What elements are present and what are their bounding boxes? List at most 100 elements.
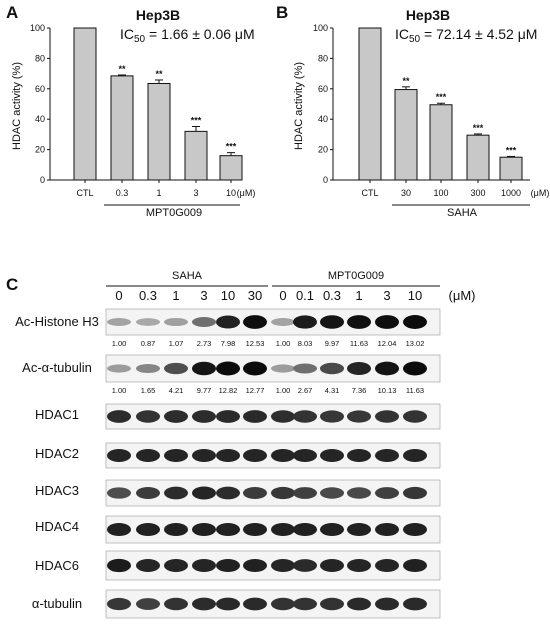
blot-band [375, 522, 399, 537]
blot-quant-value: 7.36 [352, 386, 367, 395]
chart-b-ic50-sub: 50 [409, 34, 421, 45]
panel-label-a: A [6, 3, 18, 22]
chart-a-bar [147, 82, 171, 181]
blot-band [164, 597, 188, 611]
blot-band [107, 318, 131, 326]
blot-row-label: HDAC2 [35, 446, 79, 461]
blot-concentration-label: 3 [200, 288, 207, 303]
blot-band [271, 410, 295, 423]
blot-quant-value: 11.63 [406, 386, 424, 395]
blot-band [347, 410, 371, 423]
blot-quant-value: 4.21 [169, 386, 184, 395]
chart-a-y-tick-label: 20 [35, 145, 45, 155]
blot-band [271, 449, 295, 462]
blot-band [375, 597, 399, 611]
blot-concentration-label: 0.3 [139, 288, 157, 303]
blot-band [271, 318, 295, 326]
chart-a-x-tick-label: 0.3 [116, 188, 129, 198]
blot-band [107, 522, 131, 537]
chart-a-x-tick-label: 3 [193, 188, 198, 198]
blot-band [293, 597, 317, 611]
blot-band [293, 522, 317, 537]
chart-a-x-tick-label: CTL [76, 188, 93, 198]
chart-b-x-tick-label: 1000 [501, 188, 521, 198]
blot-band [164, 522, 188, 537]
chart-b-ic50-prefix: IC [395, 26, 409, 42]
blot-band [216, 522, 240, 537]
blot-band [271, 522, 295, 537]
blot-band [293, 315, 317, 329]
blot-quant-value: 9.77 [197, 386, 212, 395]
blot-row-label: α-tubulin [32, 596, 82, 611]
chart-a-bar [219, 155, 243, 181]
chart-b-group-label: SAHA [447, 207, 478, 219]
blot-band [293, 363, 317, 374]
blot-band [347, 559, 371, 572]
blot-band [136, 449, 160, 462]
chart-a-significance: *** [226, 142, 237, 152]
chart-a-significance: ** [118, 64, 126, 74]
blot-band [136, 318, 160, 326]
blot-band [192, 361, 216, 376]
blot-quant-value: 1.00 [276, 339, 291, 348]
blot-quant-value: 2.73 [197, 339, 212, 348]
blot-quant-value: 12.53 [246, 339, 265, 348]
blot-band [403, 410, 427, 423]
blot-band [192, 410, 216, 423]
blot-band [164, 362, 188, 375]
blot-band [107, 410, 131, 423]
blot-band [271, 597, 295, 611]
chart-b-unit: (μM) [531, 188, 550, 198]
chart-a-ic50-value: = 1.66 ± 0.06 μM [145, 26, 255, 42]
blot-band [164, 449, 188, 462]
chart-a-title: Hep3B [136, 7, 180, 23]
blot-quant-value: 11.63 [350, 339, 368, 348]
blot-band [136, 486, 160, 500]
blot-band [216, 361, 240, 376]
blot-group-mpt0g009: MPT0G009 [328, 270, 384, 282]
blot-band [107, 597, 131, 611]
blot-row-label: HDAC6 [35, 558, 79, 573]
panel-label-b: B [276, 3, 288, 22]
blot-band [216, 486, 240, 500]
blot-band [347, 362, 371, 375]
blot-band [192, 449, 216, 462]
chart-b-y-tick-label: 80 [318, 53, 328, 63]
chart-b-significance: *** [436, 92, 447, 102]
blot-quant-value: 12.77 [246, 386, 265, 395]
chart-b-y-tick-label: 20 [318, 145, 328, 155]
chart-a-significance: *** [191, 115, 202, 125]
blot-band [403, 486, 427, 500]
blot-row-label: Ac-Histone H3 [15, 314, 99, 329]
chart-a-bar [184, 130, 208, 181]
blot-band [403, 315, 427, 329]
blot-quant-value: 1.07 [169, 339, 184, 348]
chart-b-x-tick-label: 30 [401, 188, 411, 198]
blot-band [320, 522, 344, 537]
blot-band [375, 315, 399, 329]
blot-band [164, 559, 188, 572]
blot-quant-value: 10.13 [378, 386, 397, 395]
chart-b-title: Hep3B [406, 7, 450, 23]
blot-band [164, 486, 188, 500]
chart-b-ic50-value: = 72.14 ± 4.52 μM [420, 26, 537, 42]
blot-concentration-label: 3 [383, 288, 390, 303]
chart-b-significance: *** [506, 145, 517, 155]
blot-group-saha: SAHA [172, 270, 203, 282]
chart-b-significance: *** [473, 123, 484, 133]
blot-band [320, 597, 344, 611]
blot-concentration-label: 0.1 [296, 288, 314, 303]
blot-quant-value: 7.98 [221, 339, 236, 348]
blot-row-label: HDAC1 [35, 407, 79, 422]
blot-band [375, 449, 399, 462]
chart-a: 0 20 40 60 80 100 CTL ** 0.3 ** 1 *** 3 *** 10 [30, 23, 243, 206]
blot-band [347, 315, 371, 329]
blot-band [164, 317, 188, 327]
blot-band [243, 315, 267, 329]
chart-a-x-tick-label: 1 [156, 188, 161, 198]
blot-band [403, 522, 427, 537]
blot-quant-value: 4.31 [325, 386, 340, 395]
blot-band [403, 558, 427, 573]
blot-band [347, 522, 371, 537]
blot-band [320, 487, 344, 499]
